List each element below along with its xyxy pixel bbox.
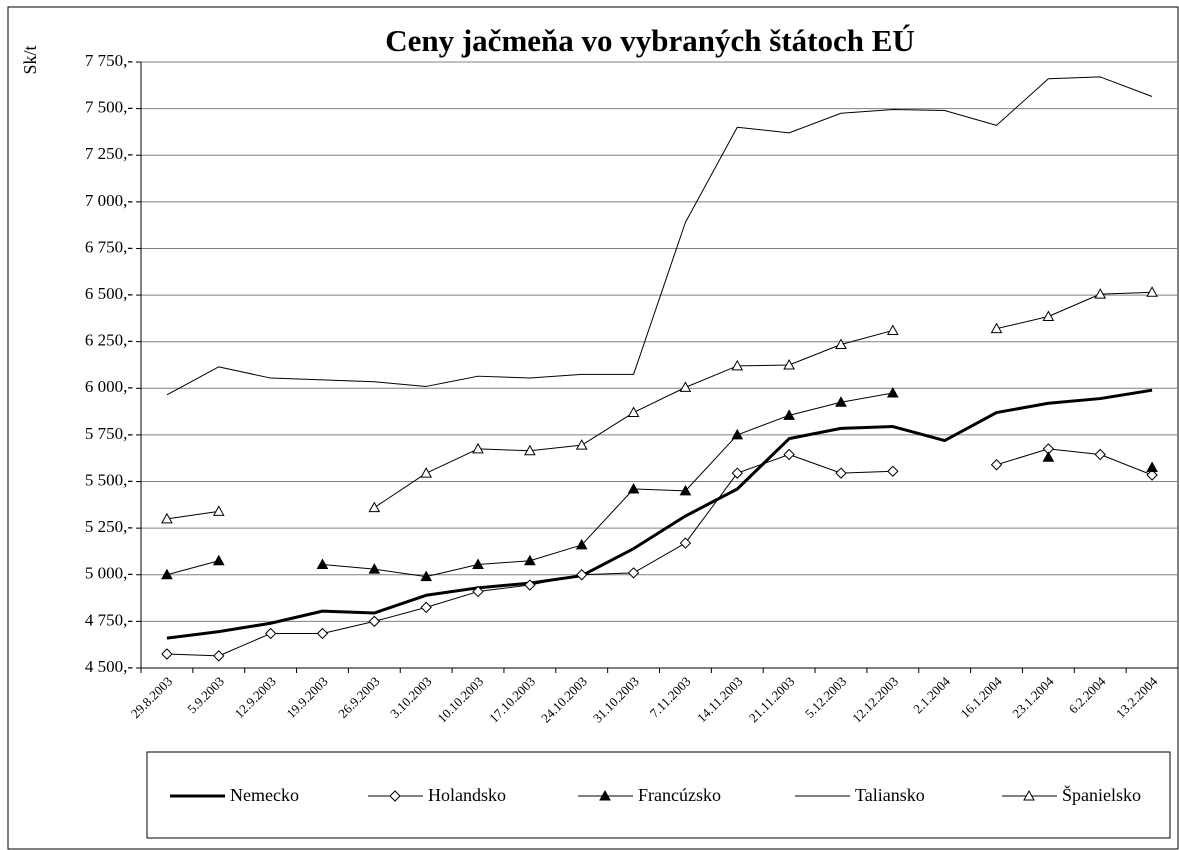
- marker-diamond: [783, 448, 795, 461]
- y-tick-label: 7 000,-: [85, 191, 134, 210]
- marker-diamond: [627, 567, 640, 579]
- y-axis-label: Sk/t: [20, 45, 40, 74]
- marker-diamond: [316, 627, 329, 640]
- marker-triangle: [368, 501, 381, 513]
- y-tick-label: 4 750,-: [85, 610, 134, 629]
- y-tick-label: 5 250,-: [85, 517, 134, 536]
- marker-triangle: [783, 358, 795, 370]
- marker-triangle: [990, 322, 1003, 334]
- marker-diamond: [368, 615, 381, 628]
- marker-triangle: [679, 381, 692, 392]
- marker-triangle: [524, 444, 536, 456]
- y-tick-label: 7 250,-: [85, 144, 134, 163]
- marker-diamond: [835, 467, 847, 479]
- marker-triangle: [627, 406, 640, 418]
- marker-triangle: [161, 568, 173, 580]
- marker-triangle: [161, 512, 173, 524]
- y-tick-label: 5 500,-: [85, 470, 134, 489]
- marker-triangle: [627, 482, 640, 494]
- marker-triangle: [835, 338, 847, 349]
- marker-triangle: [1023, 789, 1035, 801]
- marker-triangle: [679, 484, 692, 496]
- marker-triangle: [835, 396, 847, 407]
- marker-triangle: [420, 570, 433, 582]
- marker-triangle: [575, 538, 588, 550]
- y-tick-label: 5 000,-: [85, 564, 134, 583]
- legend-label: Holandsko: [428, 785, 506, 805]
- marker-triangle: [731, 428, 744, 440]
- y-tick-label: 7 500,-: [85, 98, 134, 117]
- marker-triangle: [420, 467, 433, 478]
- marker-triangle: [472, 558, 484, 570]
- marker-triangle: [472, 442, 484, 454]
- marker-diamond: [472, 585, 484, 598]
- legend-box: [146, 751, 1171, 839]
- marker-diamond: [420, 601, 432, 614]
- marker-triangle: [212, 554, 225, 566]
- marker-triangle: [1146, 286, 1158, 297]
- y-tick-label: 6 250,-: [85, 331, 134, 350]
- legend-label: Taliansko: [855, 785, 925, 805]
- chart-title: Ceny jačmeňa vo vybraných štátoch EÚ: [385, 23, 915, 58]
- marker-triangle: [316, 558, 329, 570]
- marker-triangle: [1042, 310, 1055, 322]
- chart-border: [7, 6, 1179, 850]
- marker-diamond: [679, 537, 692, 549]
- marker-triangle: [599, 789, 611, 801]
- marker-diamond: [161, 648, 173, 660]
- legend-label: Nemecko: [230, 785, 299, 805]
- marker-triangle: [368, 563, 381, 574]
- marker-diamond: [887, 465, 899, 477]
- legend-label: Španielsko: [1062, 784, 1141, 805]
- series-line: [166, 388, 1153, 640]
- marker-diamond: [576, 569, 588, 581]
- y-tick-label: 6 000,-: [85, 377, 134, 396]
- marker-triangle: [1146, 461, 1158, 473]
- marker-triangle: [1094, 288, 1107, 299]
- y-tick-label: 6 750,-: [85, 237, 134, 256]
- marker-diamond: [990, 459, 1003, 471]
- marker-diamond: [264, 627, 277, 640]
- marker-triangle: [1042, 451, 1055, 462]
- y-tick-label: 5 750,-: [85, 424, 134, 443]
- y-tick-label: 4 500,-: [85, 657, 134, 676]
- series-line: [166, 76, 1153, 396]
- marker-diamond: [524, 579, 536, 591]
- marker-triangle: [886, 386, 899, 398]
- marker-diamond: [213, 650, 225, 662]
- legend-label: Francúzsko: [638, 785, 721, 805]
- marker-triangle: [575, 439, 588, 450]
- marker-diamond: [1094, 448, 1106, 461]
- marker-triangle: [212, 505, 225, 516]
- marker-diamond: [1146, 469, 1158, 481]
- marker-triangle: [524, 554, 536, 566]
- marker-diamond: [389, 790, 401, 802]
- marker-triangle: [886, 324, 899, 336]
- y-tick-label: 7 750,-: [85, 51, 134, 70]
- marker-triangle: [783, 409, 795, 420]
- marker-triangle: [731, 359, 744, 371]
- y-tick-label: 6 500,-: [85, 284, 134, 303]
- marker-diamond: [731, 467, 743, 479]
